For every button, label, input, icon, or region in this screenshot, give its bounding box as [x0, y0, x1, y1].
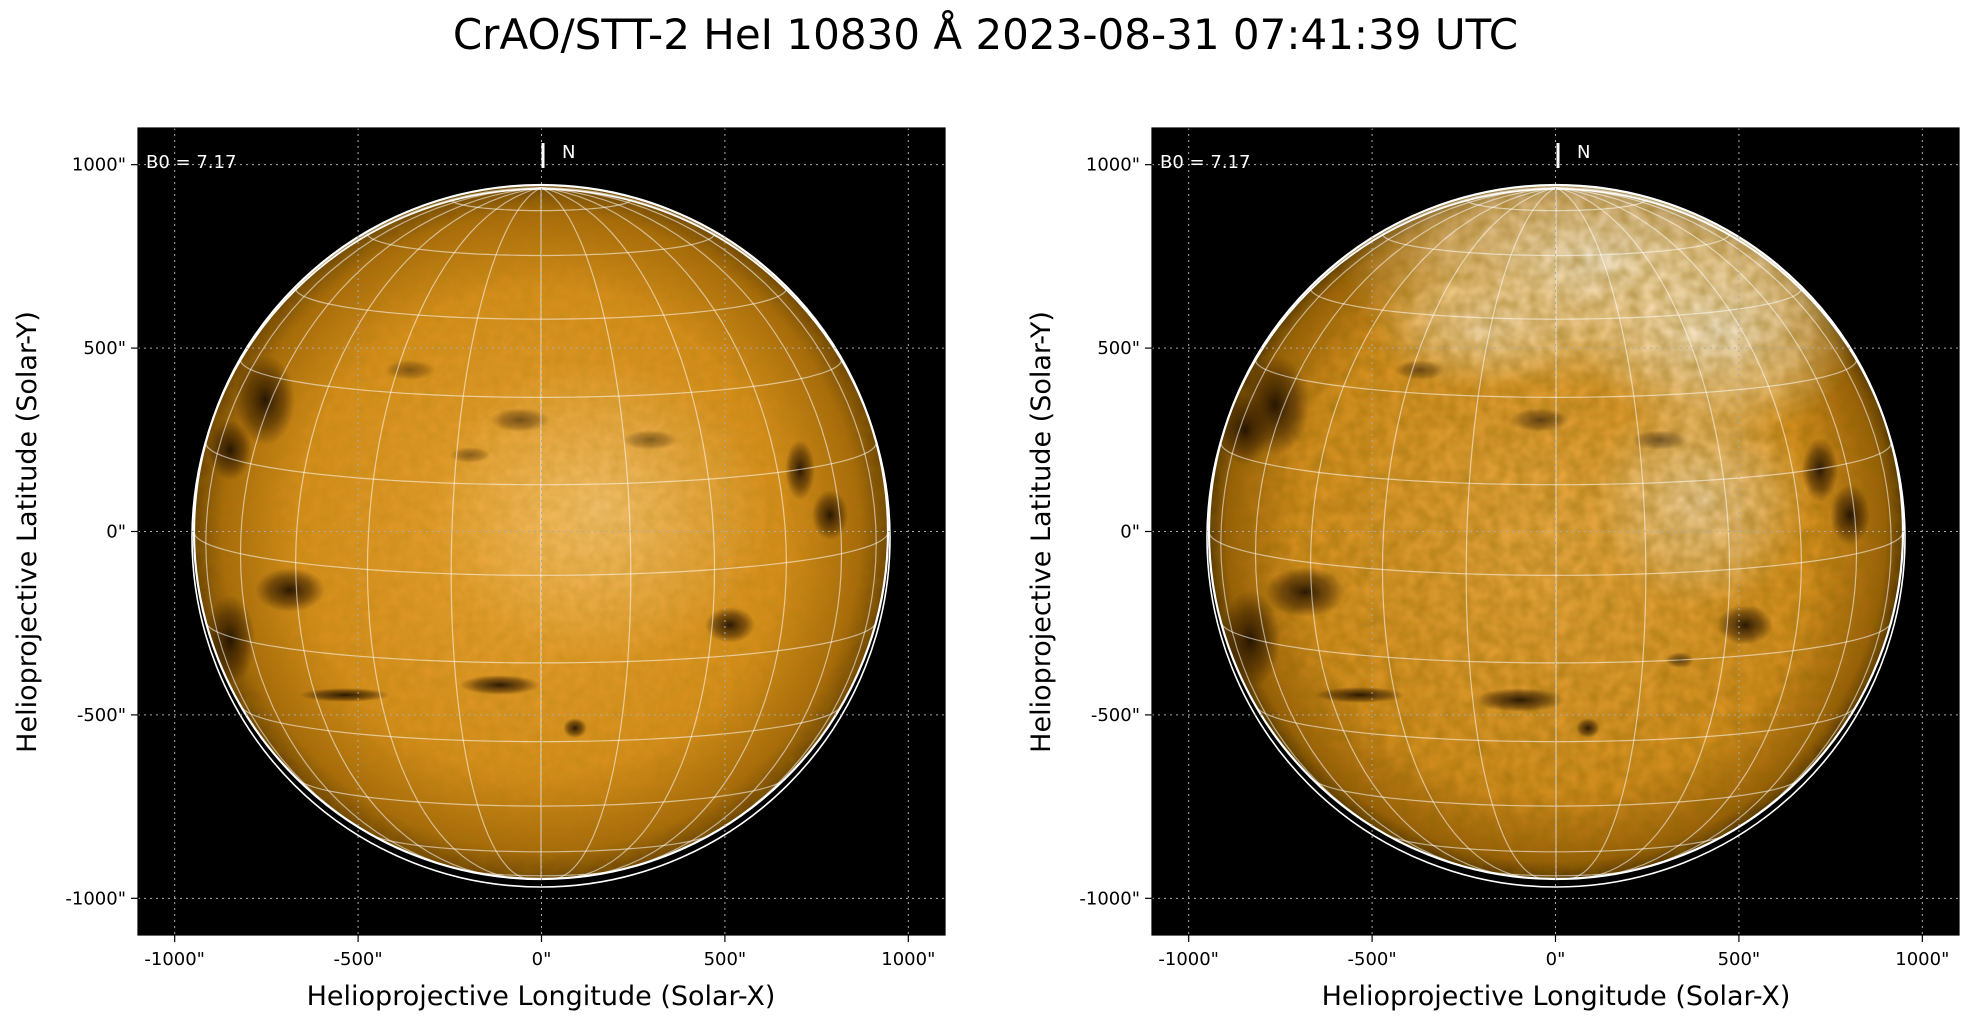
y-tick-label: 500" — [1097, 338, 1140, 359]
meridian-line — [1309, 187, 1557, 876]
y-tick-label: -500" — [77, 705, 126, 726]
y-tick-label: 500" — [83, 338, 126, 359]
meridian-line — [1220, 187, 1557, 845]
x-tick-label: -500" — [334, 949, 383, 970]
meridian-line — [540, 187, 877, 845]
meridian-line — [1465, 187, 1557, 879]
left-y-axis-label: Helioprojective Latitude (Solar-Y) — [12, 311, 43, 753]
x-tick-label: 1000" — [1895, 949, 1949, 970]
parallel-line — [1220, 442, 1892, 486]
parallel-line — [1465, 199, 1647, 212]
parallel-line — [1388, 835, 1724, 853]
x-tick-label: -1000" — [1158, 949, 1219, 970]
x-tick-label: 0" — [532, 949, 552, 970]
right-axes-ticks: -1000" -500" 0" 500" 1000" 1000" 500" 0" -500" -1… — [1079, 155, 1949, 970]
meridian-line — [540, 187, 716, 879]
meridian-line — [1381, 187, 1557, 879]
left-coordinate-grid — [138, 128, 945, 935]
meridian-line — [294, 187, 542, 876]
meridian-line — [1555, 187, 1731, 879]
right-coordinate-grid — [1152, 128, 1959, 935]
x-tick-label: -500" — [1348, 949, 1397, 970]
left-x-axis-label: Helioprojective Longitude (Solar-X) — [307, 981, 776, 1012]
parallel-line — [205, 442, 877, 486]
y-tick-label: 1000" — [72, 155, 126, 176]
meridian-line — [540, 187, 788, 876]
right-panel: N B0 = 7.17 -1000" -500" 0" 500" 1000" 1000" 5… — [1026, 127, 1960, 1012]
x-tick-label: -1000" — [144, 949, 205, 970]
y-tick-label: 0" — [106, 522, 126, 543]
meridian-line — [1555, 187, 1647, 879]
y-tick-label: -1000" — [65, 888, 126, 909]
parallel-line — [1254, 359, 1858, 399]
left-north-label: N — [562, 142, 575, 163]
left-b0-label: B0 = 7.17 — [146, 152, 236, 173]
meridian-line — [540, 187, 843, 871]
meridian-line — [1555, 187, 1803, 876]
meridian-line — [1555, 187, 1892, 845]
right-y-axis-label: Helioprojective Latitude (Solar-Y) — [1026, 311, 1057, 753]
figure-title: CrAO/STT-2 HeI 10830 Å 2023-08-31 07:41:… — [452, 10, 1519, 59]
left-panel: N B0 = 7.17 -1000" -500" 0" 500" 1000" 1000" 5… — [12, 127, 946, 1012]
meridian-line — [540, 187, 632, 879]
right-b0-label: B0 = 7.17 — [1160, 152, 1250, 173]
meridian-line — [450, 187, 542, 879]
x-tick-label: 500" — [704, 949, 747, 970]
parallel-line — [450, 199, 632, 212]
x-tick-label: 0" — [1546, 949, 1566, 970]
meridian-line — [239, 187, 542, 871]
parallel-line — [1310, 288, 1802, 320]
meridian-line — [1254, 187, 1557, 871]
left-axes-ticks: -1000" -500" 0" 500" 1000" 1000" 500" 0" -500" -1… — [65, 155, 935, 970]
x-tick-label: 500" — [1718, 949, 1761, 970]
meridian-line — [366, 187, 542, 879]
y-tick-label: -500" — [1091, 705, 1140, 726]
y-tick-label: 1000" — [1086, 155, 1140, 176]
y-tick-label: -1000" — [1079, 888, 1140, 909]
parallel-line — [373, 835, 709, 853]
meridian-line — [205, 187, 542, 845]
meridian-line — [1555, 187, 1858, 871]
parallel-line — [239, 359, 843, 399]
right-north-label: N — [1577, 142, 1590, 163]
parallel-line — [295, 288, 787, 320]
parallel-line — [1209, 531, 1903, 576]
x-tick-label: 1000" — [881, 949, 935, 970]
right-x-axis-label: Helioprojective Longitude (Solar-X) — [1322, 981, 1791, 1012]
y-tick-label: 0" — [1120, 522, 1140, 543]
parallel-line — [194, 531, 888, 576]
